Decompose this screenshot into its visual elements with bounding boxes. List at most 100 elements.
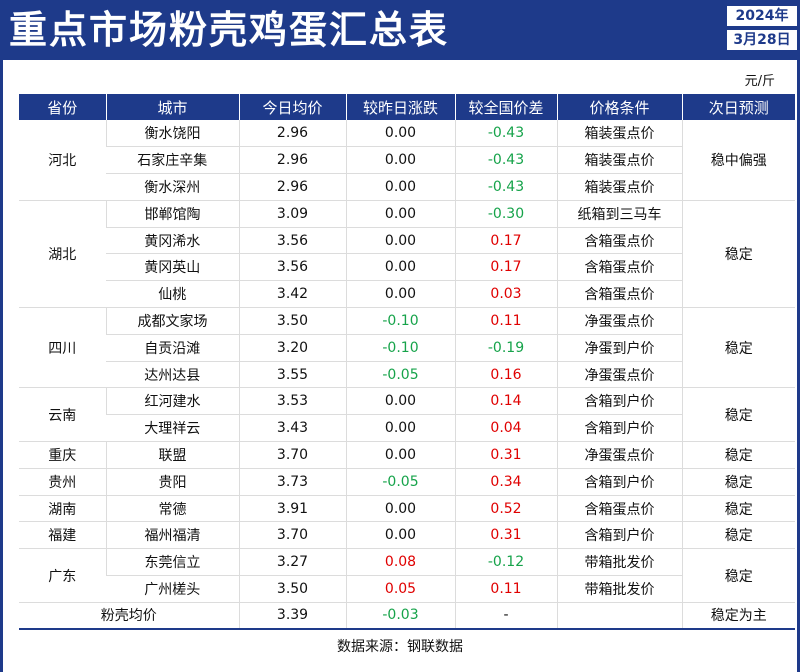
price-cell: 3.09: [238, 199, 346, 228]
table-row: 河北 衡水饶阳 2.96 0.00 -0.43 箱装蛋点价 稳中偏强: [19, 120, 795, 201]
table-row: 湖南 常德 3.91 0.00 0.52 含箱蛋点价 稳定: [19, 494, 795, 523]
condition-cell: 含箱到户价: [556, 467, 682, 496]
summary-change: -0.03: [345, 601, 455, 631]
city-cell: 黄冈英山: [106, 253, 239, 282]
condition-cell: 净蛋蛋点价: [556, 441, 682, 469]
price-cell: 3.53: [238, 387, 346, 416]
change-cell: 0.05: [345, 575, 455, 603]
forecast-cell: 稳定: [681, 494, 795, 523]
table-row: 重庆 联盟 3.70 0.00 0.31 净蛋蛋点价 稳定: [19, 441, 795, 469]
change-cell: 0.08: [345, 548, 455, 577]
price-cell: 3.70: [238, 441, 346, 469]
city-cell: 红河建水: [105, 387, 239, 416]
diff-cell: 0.34: [454, 467, 557, 496]
table-row: 四川 成都文家场 3.50 -0.10 0.11 净蛋蛋点价 稳定: [19, 307, 795, 389]
price-cell: 3.20: [238, 334, 346, 362]
condition-cell: 带箱批发价: [556, 575, 682, 603]
city-cell: 邯郸馆陶: [105, 199, 239, 228]
summary-diff: -: [454, 601, 557, 631]
forecast-cell: 稳定: [681, 387, 795, 443]
city-cell: 石家庄辛集: [106, 146, 239, 175]
condition-cell: 含箱到户价: [556, 414, 682, 443]
price-cell: 3.73: [238, 467, 346, 496]
city-cell: 大理祥云: [106, 414, 239, 443]
report-year: 2024年: [727, 6, 797, 26]
header-price: 今日均价: [238, 94, 346, 120]
price-cell: 3.43: [238, 414, 346, 443]
change-cell: 0.00: [345, 146, 455, 175]
diff-cell: -0.19: [454, 334, 557, 362]
forecast-cell: 稳定: [681, 548, 795, 603]
condition-cell: 含箱蛋点价: [556, 494, 682, 523]
summary-row: 粉壳均价 3.39 -0.03- 稳定为主: [19, 601, 795, 631]
change-cell: -0.10: [345, 307, 455, 335]
province-cell: 河北: [19, 120, 106, 201]
change-cell: -0.05: [345, 467, 455, 496]
province-cell: 云南: [19, 387, 106, 443]
report-date: 3月28日: [727, 30, 797, 50]
page-title: 重点市场粉壳鸡蛋汇总表: [9, 8, 450, 52]
date-box: 2024年 3月28日: [727, 6, 797, 54]
province-cell: 重庆: [19, 441, 106, 469]
forecast-cell: 稳定: [681, 441, 795, 469]
header-forecast: 次日预测: [681, 94, 795, 120]
province-cell: 福建: [19, 521, 106, 550]
diff-cell: 0.11: [454, 575, 557, 603]
diff-cell: 0.52: [454, 494, 557, 523]
province-cell: 湖北: [19, 199, 106, 309]
table-row: 大理祥云 3.43 0.00 0.04 含箱到户价: [19, 414, 795, 443]
diff-cell: -0.43: [454, 120, 557, 148]
province-cell: 四川: [19, 307, 106, 389]
header-city: 城市: [105, 94, 239, 120]
change-cell: -0.10: [345, 334, 455, 362]
city-cell: 东莞信立: [105, 548, 239, 577]
summary-price: 3.39: [238, 601, 346, 631]
condition-cell: 净蛋到户价: [556, 334, 682, 362]
table-row: 广州槎头 3.50 0.05 0.11 带箱批发价: [19, 575, 795, 603]
price-cell: 2.96: [238, 146, 346, 175]
condition-cell: 含箱蛋点价: [556, 280, 682, 309]
change-cell: 0.00: [345, 199, 455, 228]
change-cell: 0.00: [345, 441, 455, 469]
change-cell: -0.05: [345, 361, 455, 389]
diff-cell: -0.43: [454, 146, 557, 175]
diff-cell: -0.43: [454, 173, 557, 201]
price-cell: 3.70: [238, 521, 346, 550]
change-cell: 0.00: [345, 173, 455, 201]
province-cell: 贵州: [19, 467, 106, 496]
price-table: 省份 城市 今日均价 较昨日涨跌 较全国价差 价格条件 次日预测 河北 衡水饶阳 2…: [19, 94, 795, 631]
change-cell: 0.00: [345, 227, 455, 255]
forecast-cell: 稳定: [681, 521, 795, 550]
condition-cell: 带箱批发价: [556, 548, 682, 577]
change-cell: 0.00: [345, 280, 455, 309]
summary-forecast: 稳定为主: [681, 601, 795, 631]
table-row: 福建 福州福清 3.70 0.00 0.31 含箱到户价 稳定: [19, 521, 795, 550]
diff-cell: -0.12: [454, 548, 557, 577]
price-cell: 3.55: [238, 361, 346, 389]
diff-cell: 0.14: [454, 387, 557, 416]
header-change: 较昨日涨跌: [345, 94, 455, 120]
diff-cell: 0.31: [454, 521, 557, 550]
title-banner: 重点市场粉壳鸡蛋汇总表 2024年 3月28日: [3, 0, 797, 60]
city-cell: 成都文家场: [105, 307, 239, 335]
condition-cell: 箱装蛋点价: [556, 173, 682, 201]
table-row: 贵州 贵阳 3.73 -0.05 0.34 含箱到户价 稳定: [19, 467, 795, 496]
table-row: 石家庄辛集 2.96 0.00 -0.43 箱装蛋点价: [19, 146, 795, 175]
city-cell: 自贡沿滩: [106, 334, 239, 362]
table-row: 自贡沿滩 3.20 -0.10 -0.19 净蛋到户价: [19, 334, 795, 362]
price-cell: 3.50: [238, 307, 346, 335]
diff-cell: 0.31: [454, 441, 557, 469]
condition-cell: 箱装蛋点价: [556, 120, 682, 148]
city-cell: 贵阳: [105, 467, 239, 496]
table-row: 达州达县 3.55 -0.05 0.16 净蛋蛋点价: [19, 361, 795, 389]
diff-cell: 0.16: [454, 361, 557, 389]
header-diff: 较全国价差: [454, 94, 557, 120]
city-cell: 黄冈浠水: [106, 227, 239, 255]
table-row: 衡水深州 2.96 0.00 -0.43 箱装蛋点价: [19, 173, 795, 201]
header-province: 省份: [19, 94, 106, 120]
condition-cell: 箱装蛋点价: [556, 146, 682, 175]
forecast-cell: 稳定: [681, 467, 795, 496]
table-row: 云南 红河建水 3.53 0.00 0.14 含箱到户价 稳定: [19, 387, 795, 443]
forecast-cell: 稳中偏强: [681, 120, 795, 201]
price-cell: 3.42: [238, 280, 346, 309]
